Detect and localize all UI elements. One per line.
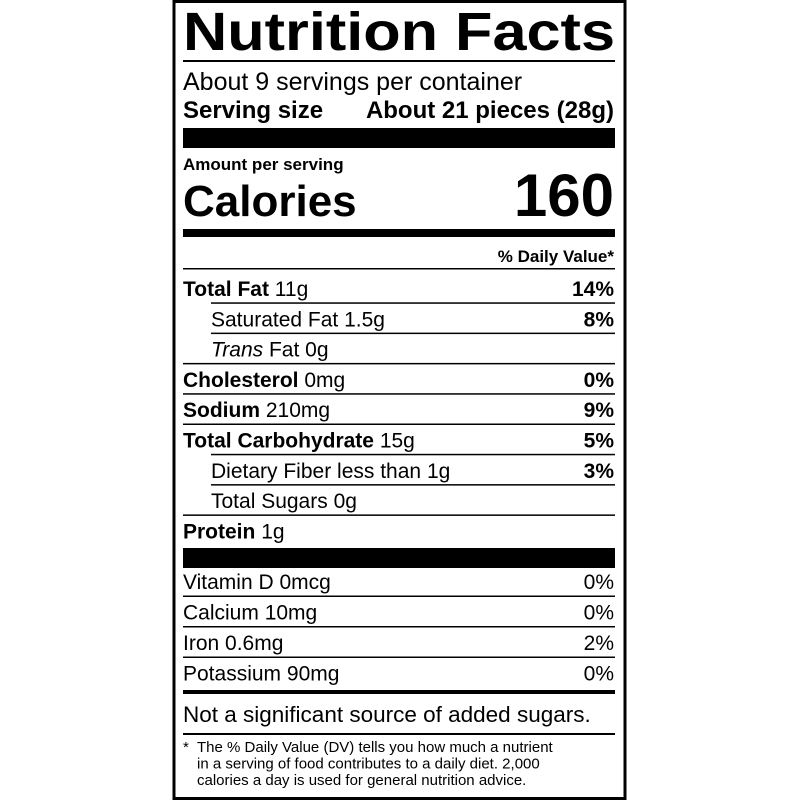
vitamin-dv: 0% — [584, 663, 614, 686]
nutrient-name: Dietary Fiber less than — [211, 460, 421, 483]
nutrient-amount: 210mg — [266, 399, 330, 422]
nutrient-amount: 0g — [334, 490, 357, 513]
vitamin-name: Iron — [183, 632, 219, 655]
vitamin-line: Potassium 90mg — [183, 663, 339, 686]
nutrient-line: Saturated Fat 1.5g — [211, 308, 385, 331]
label-border — [172, 0, 627, 800]
serving-size-label: Serving size — [183, 97, 323, 124]
added-sugars-note: Not a significant source of added sugars… — [183, 702, 591, 727]
footnote-marker: * — [183, 739, 189, 756]
divider — [211, 453, 615, 456]
nutrient-name: Saturated Fat — [211, 308, 338, 331]
nutrient-line: Sodium 210mg — [183, 399, 330, 422]
divider — [183, 268, 615, 270]
nutrient-name: Fat — [269, 339, 300, 362]
nutrient-line: Trans Fat 0g — [211, 339, 329, 362]
vitamin-rows: Vitamin D 0mcg 0% Calcium 10mg 0% Iron 0.6mg… — [183, 571, 615, 686]
vitamin-line: Iron 0.6mg — [183, 632, 283, 655]
nutrient-line: Dietary Fiber less than 1g — [211, 460, 450, 483]
vitamin-dv: 0% — [584, 602, 614, 625]
nutrient-name-italic: Trans — [211, 339, 264, 362]
vitamin-amount: 0.6mg — [225, 632, 283, 655]
nutrient-line: Cholesterol 0mg — [183, 369, 345, 392]
footnote: The % Daily Value (DV) tells you how muc… — [197, 739, 554, 789]
vitamin-dv: 2% — [584, 632, 614, 655]
vitamin-dv: 0% — [584, 571, 614, 594]
nutrient-line: Protein 1g — [183, 520, 285, 543]
amount-per-serving: Amount per serving — [183, 155, 344, 174]
vitamin-amount: 10mg — [265, 602, 318, 625]
nutrient-dv: 3% — [584, 460, 615, 483]
nutrient-amount: 1g — [427, 460, 450, 483]
nutrient-dv: 5% — [584, 430, 615, 453]
nutrient-amount: 0mg — [304, 369, 345, 392]
thick-bar — [183, 548, 615, 568]
serving-size: About 21 pieces (28g) — [366, 97, 614, 124]
nutrient-amount: 1g — [261, 520, 284, 543]
footnote-line: calories a day is used for general nutri… — [197, 772, 526, 789]
divider — [183, 626, 615, 628]
nutrient-amount: 15g — [380, 430, 415, 453]
thick-bar — [183, 128, 615, 148]
calories-label: Calories — [183, 177, 357, 226]
divider — [211, 302, 615, 304]
vitamin-line: Calcium 10mg — [183, 602, 317, 625]
footnote-line: The % Daily Value (DV) tells you how muc… — [197, 739, 554, 756]
nutrient-name: Cholesterol — [183, 369, 299, 392]
divider — [211, 484, 615, 486]
nutrient-name: Total Sugars — [211, 490, 328, 513]
dv-header: % Daily Value* — [498, 247, 615, 266]
divider — [183, 514, 615, 516]
nutrient-line: Total Carbohydrate 15g — [183, 430, 415, 453]
nutrient-dv: 8% — [584, 308, 615, 331]
nutrient-line: Total Sugars 0g — [211, 490, 357, 513]
nutrient-dv: 0% — [584, 369, 615, 392]
servings: About 9 servings per container — [183, 68, 522, 96]
nutrient-name: Total Fat — [183, 278, 269, 301]
vitamin-amount: 0mcg — [280, 571, 331, 594]
vitamin-line: Vitamin D 0mcg — [183, 571, 331, 594]
divider — [183, 60, 615, 62]
nutrient-dv: 9% — [584, 399, 615, 422]
divider — [183, 393, 615, 395]
nutrient-amount: 1.5g — [344, 308, 385, 331]
vitamin-name: Vitamin D — [183, 571, 274, 594]
medium-bar — [183, 229, 615, 237]
nutrient-name: Protein — [183, 520, 255, 543]
vitamin-name: Calcium — [183, 602, 259, 625]
nutrient-rows: Total Fat 11g 14% Saturated Fat 1.5g 8% Tran… — [183, 278, 615, 543]
nutrient-amount: 0g — [305, 339, 328, 362]
nutrient-name: Sodium — [183, 399, 260, 422]
vitamin-name: Potassium — [183, 663, 281, 686]
medium-bar — [183, 690, 615, 694]
nutrient-line: Total Fat 11g — [183, 278, 308, 301]
divider — [183, 423, 615, 425]
divider — [183, 362, 615, 365]
vitamin-amount: 90mg — [287, 663, 340, 686]
nutrient-name: Total Carbohydrate — [183, 430, 374, 453]
title: Nutrition Facts — [183, 2, 615, 62]
divider — [183, 595, 615, 597]
nutrient-amount: 11g — [275, 278, 308, 301]
footnote-line: in a serving of food contributes to a da… — [197, 756, 540, 773]
divider — [183, 733, 615, 735]
nutrient-dv: 14% — [572, 278, 614, 301]
divider — [183, 656, 615, 658]
calories-value: 160 — [514, 162, 614, 229]
divider — [211, 332, 615, 335]
